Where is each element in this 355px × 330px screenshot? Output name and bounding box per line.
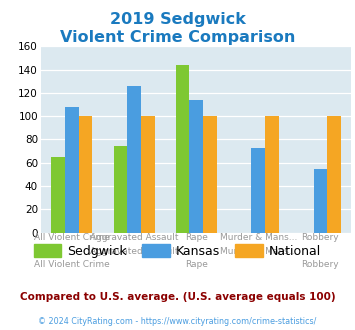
Text: © 2024 CityRating.com - https://www.cityrating.com/crime-statistics/: © 2024 CityRating.com - https://www.city… — [38, 317, 317, 326]
Text: Rape: Rape — [185, 233, 208, 242]
Bar — [127, 86, 141, 233]
Text: Aggravated Assault: Aggravated Assault — [90, 247, 178, 255]
Text: Violent Crime Comparison: Violent Crime Comparison — [60, 30, 295, 45]
Bar — [141, 116, 154, 233]
Bar — [79, 116, 92, 233]
Bar — [265, 116, 279, 233]
Text: Robbery: Robbery — [302, 233, 339, 242]
Text: Murder & Mans...: Murder & Mans... — [220, 247, 297, 255]
Bar — [176, 65, 189, 233]
Text: 2019 Sedgwick: 2019 Sedgwick — [110, 12, 245, 26]
Text: Rape: Rape — [185, 260, 208, 269]
Bar — [114, 147, 127, 233]
Bar — [189, 100, 203, 233]
Bar — [203, 116, 217, 233]
Legend: Sedgwick, Kansas, National: Sedgwick, Kansas, National — [29, 239, 326, 263]
Bar — [251, 148, 265, 233]
Text: Aggravated Assault: Aggravated Assault — [90, 233, 178, 242]
Text: All Violent Crime: All Violent Crime — [34, 260, 110, 269]
Text: Compared to U.S. average. (U.S. average equals 100): Compared to U.S. average. (U.S. average … — [20, 292, 335, 302]
Text: Robbery: Robbery — [302, 260, 339, 269]
Text: All Violent Crime: All Violent Crime — [34, 233, 110, 242]
Bar — [327, 116, 341, 233]
Text: Murder & Mans...: Murder & Mans... — [220, 233, 297, 242]
Bar — [65, 107, 79, 233]
Bar — [313, 169, 327, 233]
Bar — [51, 157, 65, 233]
